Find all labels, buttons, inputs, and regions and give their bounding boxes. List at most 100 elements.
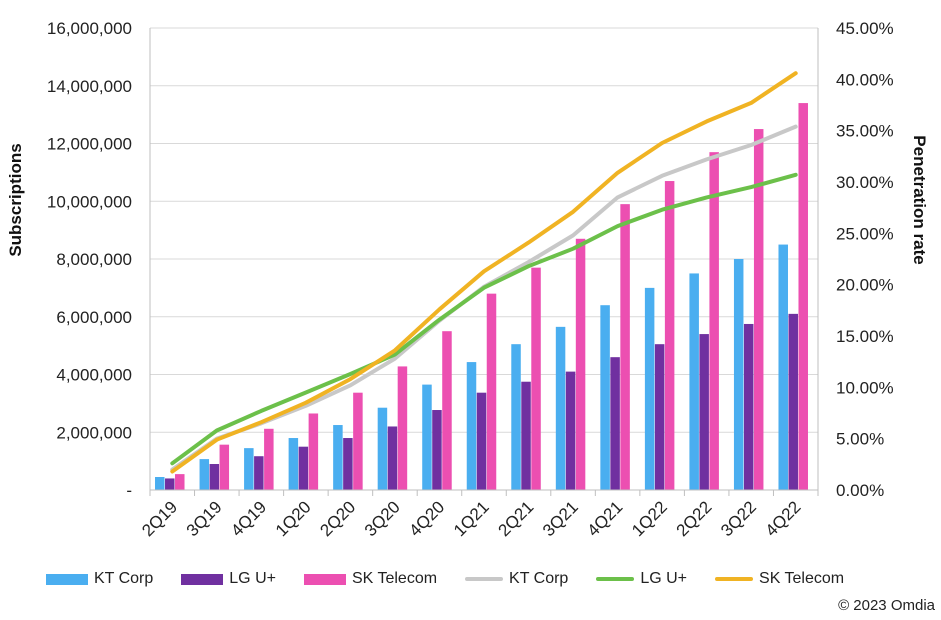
right-tick-label: 30.00% <box>836 173 894 192</box>
left-axis-ticks: - 2,000,000 4,000,000 6,000,000 8,000,000 10,… <box>47 19 132 500</box>
bar-lg-u- <box>610 357 620 490</box>
category-label: 3Q20 <box>361 497 404 540</box>
legend-label: KT Corp <box>509 570 569 587</box>
right-tick-label: 10.00% <box>836 378 894 397</box>
category-label: 4Q21 <box>584 497 627 540</box>
category-label: 4Q20 <box>405 497 448 540</box>
legend-swatch <box>181 573 224 585</box>
line-sk-telecom-penetration <box>170 71 798 474</box>
left-tick-label: 12,000,000 <box>47 135 132 154</box>
right-tick-label: 35.00% <box>836 122 894 141</box>
bar-sk-telecom <box>486 293 497 490</box>
bar-kt-corp <box>288 438 299 490</box>
bar-lg-u- <box>343 438 353 490</box>
bar-lg-u- <box>254 456 264 490</box>
right-tick-label: 20.00% <box>836 276 894 295</box>
right-axis-ticks: 0.00% 5.00% 10.00% 15.00% 20.00% 25.00% 30.00%… <box>836 19 894 500</box>
category-label: 3Q22 <box>717 497 760 540</box>
category-label: 4Q22 <box>762 497 805 540</box>
bar-lg-u- <box>432 410 442 490</box>
bar-kt-corp <box>244 448 254 490</box>
bar-sk-telecom <box>353 392 363 490</box>
line-lg-u--penetration <box>170 172 798 466</box>
legend-item: SK Telecom <box>715 570 844 588</box>
bar-sk-telecom <box>397 366 408 490</box>
bar-kt-corp <box>511 344 521 490</box>
bar-kt-corp <box>333 425 343 490</box>
left-tick-label: 14,000,000 <box>47 77 132 96</box>
line-series-group <box>170 71 798 474</box>
legend-label: SK Telecom <box>759 570 845 587</box>
bar-kt-corp <box>155 477 165 490</box>
x-axis-ticks: 2Q19 3Q19 4Q19 1Q20 2Q20 3Q20 4Q20 1Q21 2Q21 3Q21… <box>138 497 804 540</box>
bar-sk-telecom <box>620 204 630 490</box>
right-tick-label: 0.00% <box>836 481 884 500</box>
category-label: 3Q21 <box>539 497 582 540</box>
left-tick-label: 4,000,000 <box>56 366 132 385</box>
category-label: 1Q22 <box>628 497 671 540</box>
bar-kt-corp <box>733 259 744 490</box>
bar-lg-u- <box>699 334 709 490</box>
legend-swatch <box>715 577 754 581</box>
legend-item: LG U+ <box>181 570 276 588</box>
left-tick-label: 8,000,000 <box>56 250 132 269</box>
right-tick-label: 5.00% <box>836 430 884 449</box>
legend-swatch <box>596 577 635 581</box>
category-label: 3Q19 <box>183 497 226 540</box>
right-tick-label: 40.00% <box>836 70 894 89</box>
right-tick-label: 45.00% <box>836 19 894 38</box>
bar-sk-telecom <box>575 238 586 490</box>
bar-kt-corp <box>689 273 699 490</box>
bar-kt-corp <box>422 384 432 490</box>
bar-sk-telecom <box>709 152 719 490</box>
bar-sk-telecom <box>664 181 675 490</box>
bar-sk-telecom <box>442 331 452 490</box>
bar-sk-telecom <box>531 267 541 490</box>
left-tick-label: 16,000,000 <box>47 19 132 38</box>
bar-kt-corp <box>778 244 788 490</box>
bar-kt-corp <box>199 459 210 490</box>
legend-label: SK Telecom <box>351 570 438 587</box>
bar-kt-corp <box>600 305 610 490</box>
category-label: 4Q19 <box>227 497 270 540</box>
category-label: 2Q19 <box>138 497 181 540</box>
left-tick-label: 6,000,000 <box>56 308 132 327</box>
left-tick-label: 2,000,000 <box>56 423 132 442</box>
bar-sk-telecom <box>219 444 230 490</box>
legend-item: SK Telecom <box>303 570 438 588</box>
bar-sk-telecom <box>753 129 764 490</box>
bar-sk-telecom <box>308 413 319 490</box>
bar-sk-telecom <box>798 103 808 490</box>
bar-lg-u- <box>654 344 665 490</box>
legend-item: KT Corp <box>46 570 153 588</box>
category-label: 1Q21 <box>450 497 493 540</box>
bar-lg-u- <box>209 464 220 490</box>
legend-swatch <box>465 577 504 581</box>
legend-item: KT Corp <box>465 570 568 588</box>
category-label: 2Q21 <box>495 497 538 540</box>
bar-lg-u- <box>565 371 576 490</box>
category-label: 1Q20 <box>272 497 315 540</box>
left-axis-title: Subscriptions <box>6 143 25 256</box>
category-label: 2Q22 <box>673 497 716 540</box>
bar-kt-corp <box>377 407 388 490</box>
legend-label: LG U+ <box>229 570 276 587</box>
bar-kt-corp <box>555 326 566 490</box>
category-label: 2Q20 <box>316 497 359 540</box>
bar-lg-u- <box>298 446 309 490</box>
bar-lg-u- <box>521 381 531 490</box>
axes <box>149 28 819 496</box>
right-tick-label: 25.00% <box>836 224 894 243</box>
legend-swatch <box>303 573 346 585</box>
bar-series-group <box>155 103 808 490</box>
bar-lg-u- <box>387 426 398 490</box>
left-tick-label: - <box>126 481 132 500</box>
legend-item: LG U+ <box>596 570 687 588</box>
left-tick-label: 10,000,000 <box>47 192 132 211</box>
bar-lg-u- <box>788 313 798 490</box>
bar-lg-u- <box>165 478 175 490</box>
legend-label: KT Corp <box>94 570 154 587</box>
bar-kt-corp <box>644 287 655 490</box>
gridlines <box>150 27 818 433</box>
